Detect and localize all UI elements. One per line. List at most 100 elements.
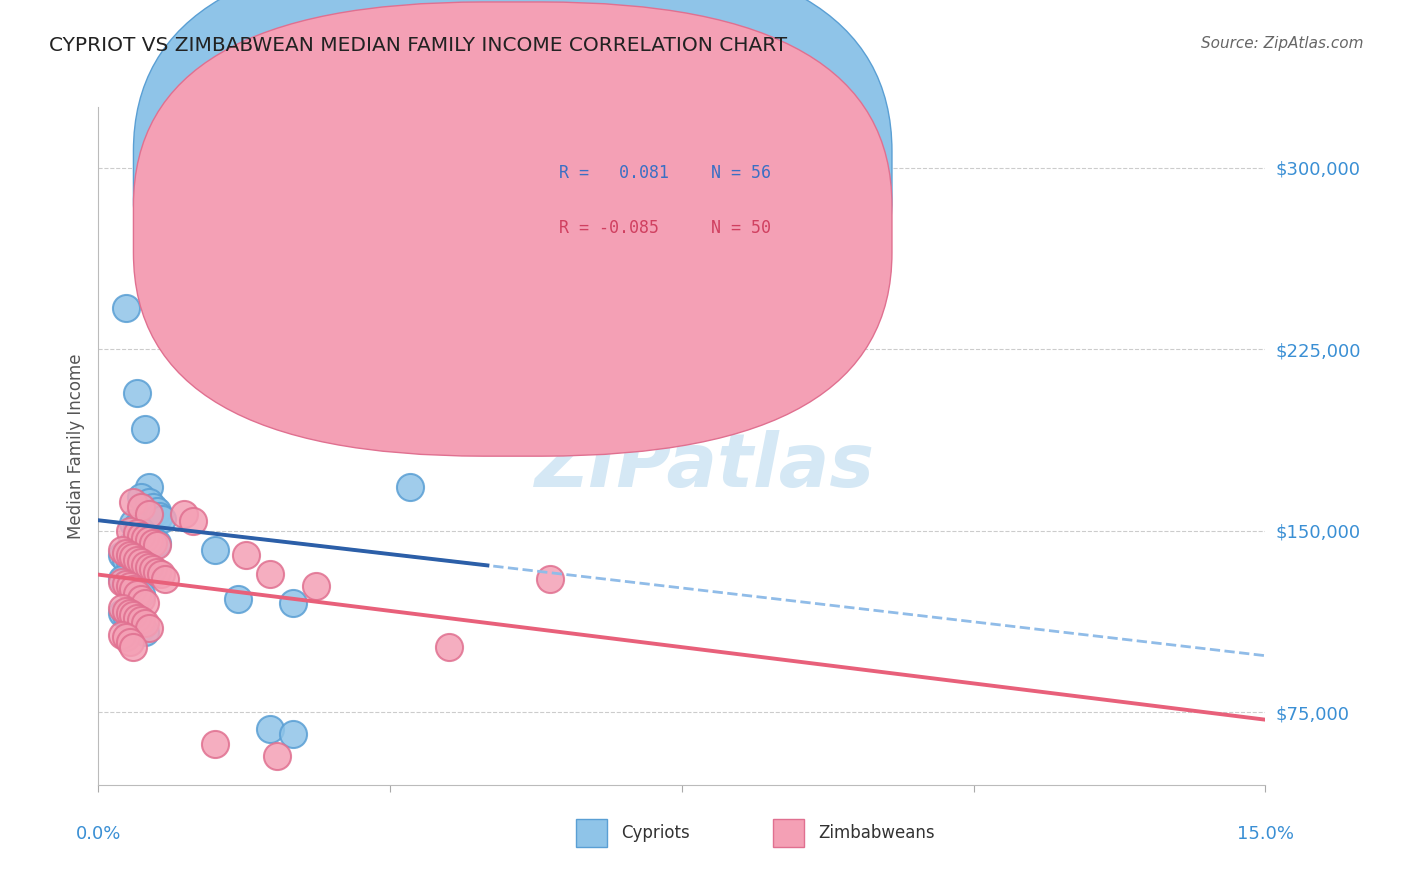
Point — [114, 301, 136, 315]
Point — [114, 545, 136, 559]
Point — [153, 572, 176, 586]
Point — [127, 550, 149, 565]
Point — [129, 528, 152, 542]
Point — [157, 228, 180, 243]
Point — [129, 621, 152, 635]
Point — [118, 555, 141, 569]
Text: Source: ZipAtlas.com: Source: ZipAtlas.com — [1201, 36, 1364, 51]
Point — [398, 480, 420, 494]
Point — [122, 613, 145, 627]
Point — [122, 558, 145, 572]
Text: Cypriots: Cypriots — [621, 824, 690, 842]
Point — [204, 543, 226, 558]
Point — [111, 574, 134, 589]
Point — [127, 611, 149, 625]
Point — [138, 480, 160, 494]
Point — [266, 748, 288, 763]
Point — [127, 560, 149, 574]
Bar — [465, 137, 845, 263]
Point — [129, 500, 152, 514]
Point — [118, 524, 141, 538]
Point — [134, 558, 156, 572]
Point — [149, 567, 172, 582]
Point — [235, 548, 257, 562]
Point — [127, 584, 149, 599]
Point — [129, 490, 152, 504]
Text: R = -0.085: R = -0.085 — [560, 219, 659, 236]
Point — [159, 223, 181, 237]
Point — [114, 577, 136, 591]
Point — [146, 504, 169, 518]
Point — [138, 560, 160, 574]
Text: ZIPatlas: ZIPatlas — [536, 430, 876, 503]
Point — [134, 625, 156, 640]
Point — [138, 533, 160, 548]
Text: R =   0.081: R = 0.081 — [560, 164, 669, 182]
Point — [281, 727, 304, 741]
Point — [204, 737, 226, 751]
Point — [114, 553, 136, 567]
Point — [118, 541, 141, 555]
Point — [129, 562, 152, 576]
Point — [134, 422, 156, 436]
Point — [118, 579, 141, 593]
Point — [122, 640, 145, 654]
Point — [125, 548, 148, 562]
Point — [111, 606, 134, 620]
Point — [127, 587, 149, 601]
Point — [134, 615, 156, 630]
Point — [111, 548, 134, 562]
Point — [142, 269, 165, 284]
Point — [129, 524, 152, 538]
FancyBboxPatch shape — [134, 0, 891, 402]
Point — [122, 494, 145, 508]
Point — [122, 545, 145, 559]
Point — [138, 494, 160, 508]
Point — [228, 591, 250, 606]
Point — [127, 385, 149, 400]
Point — [127, 526, 149, 541]
Text: CYPRIOT VS ZIMBABWEAN MEDIAN FAMILY INCOME CORRELATION CHART: CYPRIOT VS ZIMBABWEAN MEDIAN FAMILY INCO… — [49, 36, 787, 54]
Point — [148, 509, 170, 524]
Point — [127, 519, 149, 533]
Point — [114, 630, 136, 644]
Point — [127, 553, 149, 567]
Point — [142, 536, 165, 550]
Point — [122, 550, 145, 565]
Text: 0.0%: 0.0% — [76, 825, 121, 843]
Point — [153, 238, 176, 252]
Point — [114, 608, 136, 623]
Point — [129, 587, 152, 601]
Text: N = 56: N = 56 — [711, 164, 770, 182]
Point — [118, 579, 141, 593]
Point — [150, 511, 173, 525]
Point — [146, 536, 169, 550]
Point — [138, 621, 160, 635]
Point — [259, 567, 281, 582]
Point — [173, 507, 195, 521]
Point — [114, 604, 136, 618]
Point — [184, 359, 207, 373]
Point — [281, 596, 304, 610]
Point — [122, 516, 145, 531]
Point — [146, 538, 169, 552]
FancyBboxPatch shape — [134, 2, 891, 456]
Point — [134, 596, 156, 610]
Point — [122, 608, 145, 623]
Point — [134, 528, 156, 542]
Point — [138, 531, 160, 545]
Point — [122, 582, 145, 596]
Point — [127, 615, 149, 630]
Point — [122, 582, 145, 596]
Point — [134, 531, 156, 545]
Point — [173, 350, 195, 364]
Text: N = 50: N = 50 — [711, 219, 770, 236]
Point — [120, 538, 142, 552]
Point — [111, 572, 134, 586]
Point — [129, 555, 152, 569]
Point — [111, 601, 134, 615]
Point — [538, 572, 561, 586]
Point — [437, 640, 460, 654]
Point — [138, 507, 160, 521]
Point — [183, 514, 205, 528]
